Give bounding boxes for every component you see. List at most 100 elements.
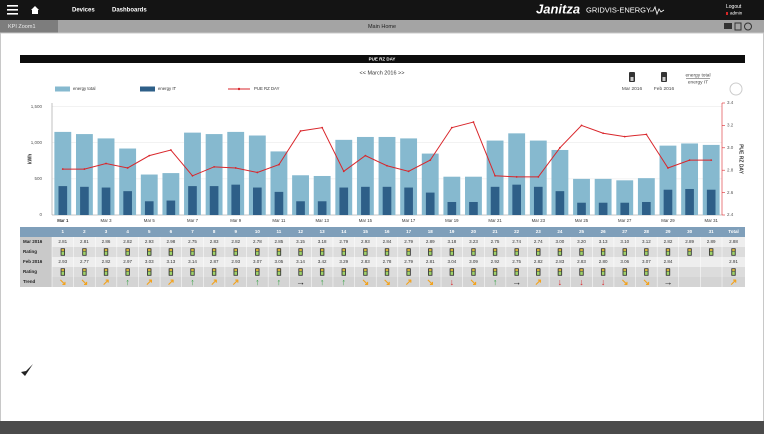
rating-level	[428, 251, 432, 255]
period-selector[interactable]: << March 2016 >>	[360, 70, 405, 76]
rating-level	[61, 251, 65, 255]
x-tick-label: Mar 1	[57, 218, 69, 223]
tab[interactable]	[0, 20, 58, 33]
table-cell: 3.06	[620, 259, 629, 264]
bar	[339, 187, 349, 215]
trend-arrow: ↑	[190, 277, 195, 287]
export-icon[interactable]	[734, 22, 742, 31]
legend-label: energy IT	[158, 86, 177, 91]
legend-item[interactable]: energy IT	[140, 86, 177, 92]
column-header: 23	[536, 229, 542, 234]
table-cell: 2.79	[339, 239, 348, 244]
table-cell: 2.93	[58, 259, 67, 264]
y-axis-label: kWh	[27, 154, 33, 165]
row-header: Mar 2016	[23, 239, 43, 244]
line-marker	[234, 167, 237, 169]
rating-level	[428, 249, 432, 251]
user-icon	[726, 12, 728, 15]
column-header: 12	[298, 229, 304, 234]
table-cell: 3.20	[577, 239, 586, 244]
column-header: 26	[601, 229, 607, 234]
rating-level	[342, 251, 346, 255]
nav-item[interactable]: Dashboards	[112, 8, 147, 14]
x-tick-label: Mar 9	[230, 218, 242, 223]
line-marker	[126, 167, 129, 169]
column-header: 10	[255, 229, 261, 234]
compare-icon-b[interactable]	[661, 72, 667, 82]
table-cell: 2.88	[729, 239, 738, 244]
column-header: 21	[493, 229, 499, 234]
table-cell: 2.93	[231, 259, 240, 264]
rating-level	[709, 251, 713, 255]
home-icon[interactable]	[31, 6, 39, 14]
legend-item[interactable]: energy total	[55, 86, 95, 92]
rating-level	[277, 271, 281, 275]
column-header: 7	[191, 229, 194, 234]
line-marker	[580, 124, 583, 127]
line-marker	[472, 121, 475, 123]
legend-swatch	[55, 86, 70, 92]
print-icon[interactable]	[724, 23, 732, 29]
legend-item[interactable]: PUE RZ DAY	[228, 86, 280, 91]
trend-arrow: →	[663, 277, 672, 287]
panel-title-bar	[20, 55, 745, 63]
rating-level	[688, 249, 691, 251]
rating-level	[732, 251, 735, 255]
table-cell: 3.42	[318, 259, 327, 264]
line-marker	[191, 174, 194, 177]
trend-arrow: ↘	[81, 277, 89, 287]
rating-level	[320, 271, 324, 275]
rating-level	[320, 269, 324, 271]
nav-item[interactable]: Devices	[72, 8, 95, 14]
rating-level	[364, 269, 367, 271]
line-marker	[148, 154, 151, 157]
header-row	[20, 227, 745, 237]
panel-title: PUE RZ DAY	[369, 56, 396, 61]
trend-arrow: ↗	[167, 277, 175, 287]
rating-level	[191, 249, 194, 251]
rating-level	[256, 271, 259, 275]
bar	[144, 201, 154, 215]
rating-level	[147, 269, 151, 271]
table-cell: 2.82	[231, 239, 240, 244]
y-tick-label: 0	[39, 212, 42, 217]
column-header: 24	[557, 229, 563, 234]
bar	[123, 191, 132, 215]
table-cell: 2.83	[210, 239, 219, 244]
rating-level	[645, 269, 648, 271]
menu-icon[interactable]	[7, 5, 18, 15]
rating-level	[623, 269, 627, 271]
row-header-cell	[20, 247, 52, 257]
table-cell: 2.81	[80, 239, 89, 244]
x-tick-label: Mar 31	[705, 218, 719, 223]
rating-level	[450, 269, 454, 271]
trend-arrow: ↗	[145, 277, 153, 287]
ratio-denominator: energy IT	[688, 79, 708, 85]
x-tick-label: Mar 11	[272, 218, 286, 223]
x-tick-label: Mar 27	[618, 218, 632, 223]
rating-level	[558, 271, 562, 275]
rating-level	[407, 269, 410, 271]
rating-level	[601, 251, 605, 255]
info-button[interactable]	[729, 82, 743, 96]
row-header: Trend	[23, 279, 36, 284]
compare-icon-a[interactable]	[629, 72, 635, 82]
column-header: 1	[62, 229, 65, 234]
rating-level	[104, 249, 108, 251]
bar	[620, 202, 630, 215]
settings-icon[interactable]	[744, 22, 752, 31]
logout-link[interactable]: Logout	[726, 4, 742, 10]
x-tick-label: Mar 7	[187, 218, 199, 223]
legend-swatch	[237, 87, 241, 91]
table-cell: 2.83	[556, 259, 565, 264]
column-header: 13	[320, 229, 326, 234]
rating-level	[83, 249, 86, 251]
tab-label[interactable]: KPI Zoom1	[8, 24, 36, 30]
table-cell: 2.89	[426, 239, 435, 244]
bar	[253, 187, 262, 215]
bar	[382, 186, 392, 215]
rating-level	[385, 249, 389, 251]
compare-label: Mar 2016	[622, 86, 643, 92]
